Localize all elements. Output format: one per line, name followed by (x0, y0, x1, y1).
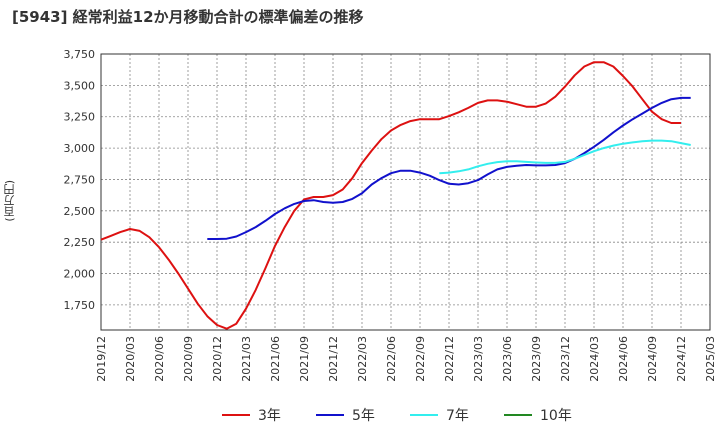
x-tick-label: 2023/06 (501, 336, 514, 382)
legend-label-10y: 10年 (540, 408, 572, 424)
legend-item-5y: 5年 (316, 400, 375, 430)
plot-frame (100, 53, 711, 331)
x-tick-label: 2020/03 (124, 336, 137, 382)
y-tick-label: 2,250 (64, 236, 96, 249)
x-tick-label: 2019/12 (95, 336, 108, 382)
x-tick-label: 2021/06 (269, 336, 282, 382)
x-tick-label: 2021/03 (240, 336, 253, 382)
series-line-3年 (100, 61, 681, 330)
y-tick-label: 2,500 (64, 205, 96, 218)
legend-swatch-7y (410, 414, 438, 416)
y-tick-label: 3,250 (64, 111, 96, 124)
legend-item-10y: 10年 (504, 400, 572, 430)
x-tick-label: 2025/03 (704, 336, 717, 382)
y-tick-label: 2,750 (64, 173, 96, 186)
x-tick-label: 2024/06 (617, 336, 630, 382)
y-tick-label: 3,500 (64, 79, 96, 92)
x-tick-label: 2023/12 (559, 336, 572, 382)
x-tick-label: 2021/09 (298, 336, 311, 382)
chart-canvas: 1,750 2,000 2,250 2,500 2,750 3,000 3,250 3,500… (64, 48, 718, 382)
x-tick-label: 2022/06 (385, 336, 398, 382)
x-tick-label: 2023/03 (472, 336, 485, 382)
legend: 3年 5年 7年 10年 (0, 400, 720, 430)
x-tick-label: 2024/12 (675, 336, 688, 382)
x-tick-label: 2020/09 (182, 336, 195, 382)
legend-label-3y: 3年 (258, 408, 281, 424)
x-tick-label: 2024/03 (588, 336, 601, 382)
x-tick-label: 2020/06 (153, 336, 166, 382)
x-tick-label: 2023/09 (530, 336, 543, 382)
legend-swatch-3y (222, 414, 250, 416)
x-tick-label: 2024/09 (646, 336, 659, 382)
legend-item-7y: 7年 (410, 400, 469, 430)
series-line-5年 (207, 96, 691, 240)
legend-label-5y: 5年 (352, 408, 375, 424)
x-tick-label: 2021/12 (327, 336, 340, 382)
y-tick-label: 3,000 (64, 142, 96, 155)
y-tick-label: 2,000 (64, 268, 96, 281)
x-tick-label: 2022/09 (414, 336, 427, 382)
y-tick-label: 3,750 (64, 48, 96, 61)
legend-label-7y: 7年 (446, 408, 469, 424)
chart-title: [5943] 経常利益12か月移動合計の標準偏差の推移 (12, 8, 364, 26)
x-tick-label: 2022/12 (443, 336, 456, 382)
legend-item-3y: 3年 (222, 400, 281, 430)
x-tick-label: 2022/03 (356, 336, 369, 382)
series-line-7年 (439, 139, 691, 175)
y-tick-label: 1,750 (64, 299, 96, 312)
legend-swatch-10y (504, 414, 532, 416)
x-tick-label: 2020/12 (211, 336, 224, 382)
legend-swatch-5y (316, 414, 344, 416)
